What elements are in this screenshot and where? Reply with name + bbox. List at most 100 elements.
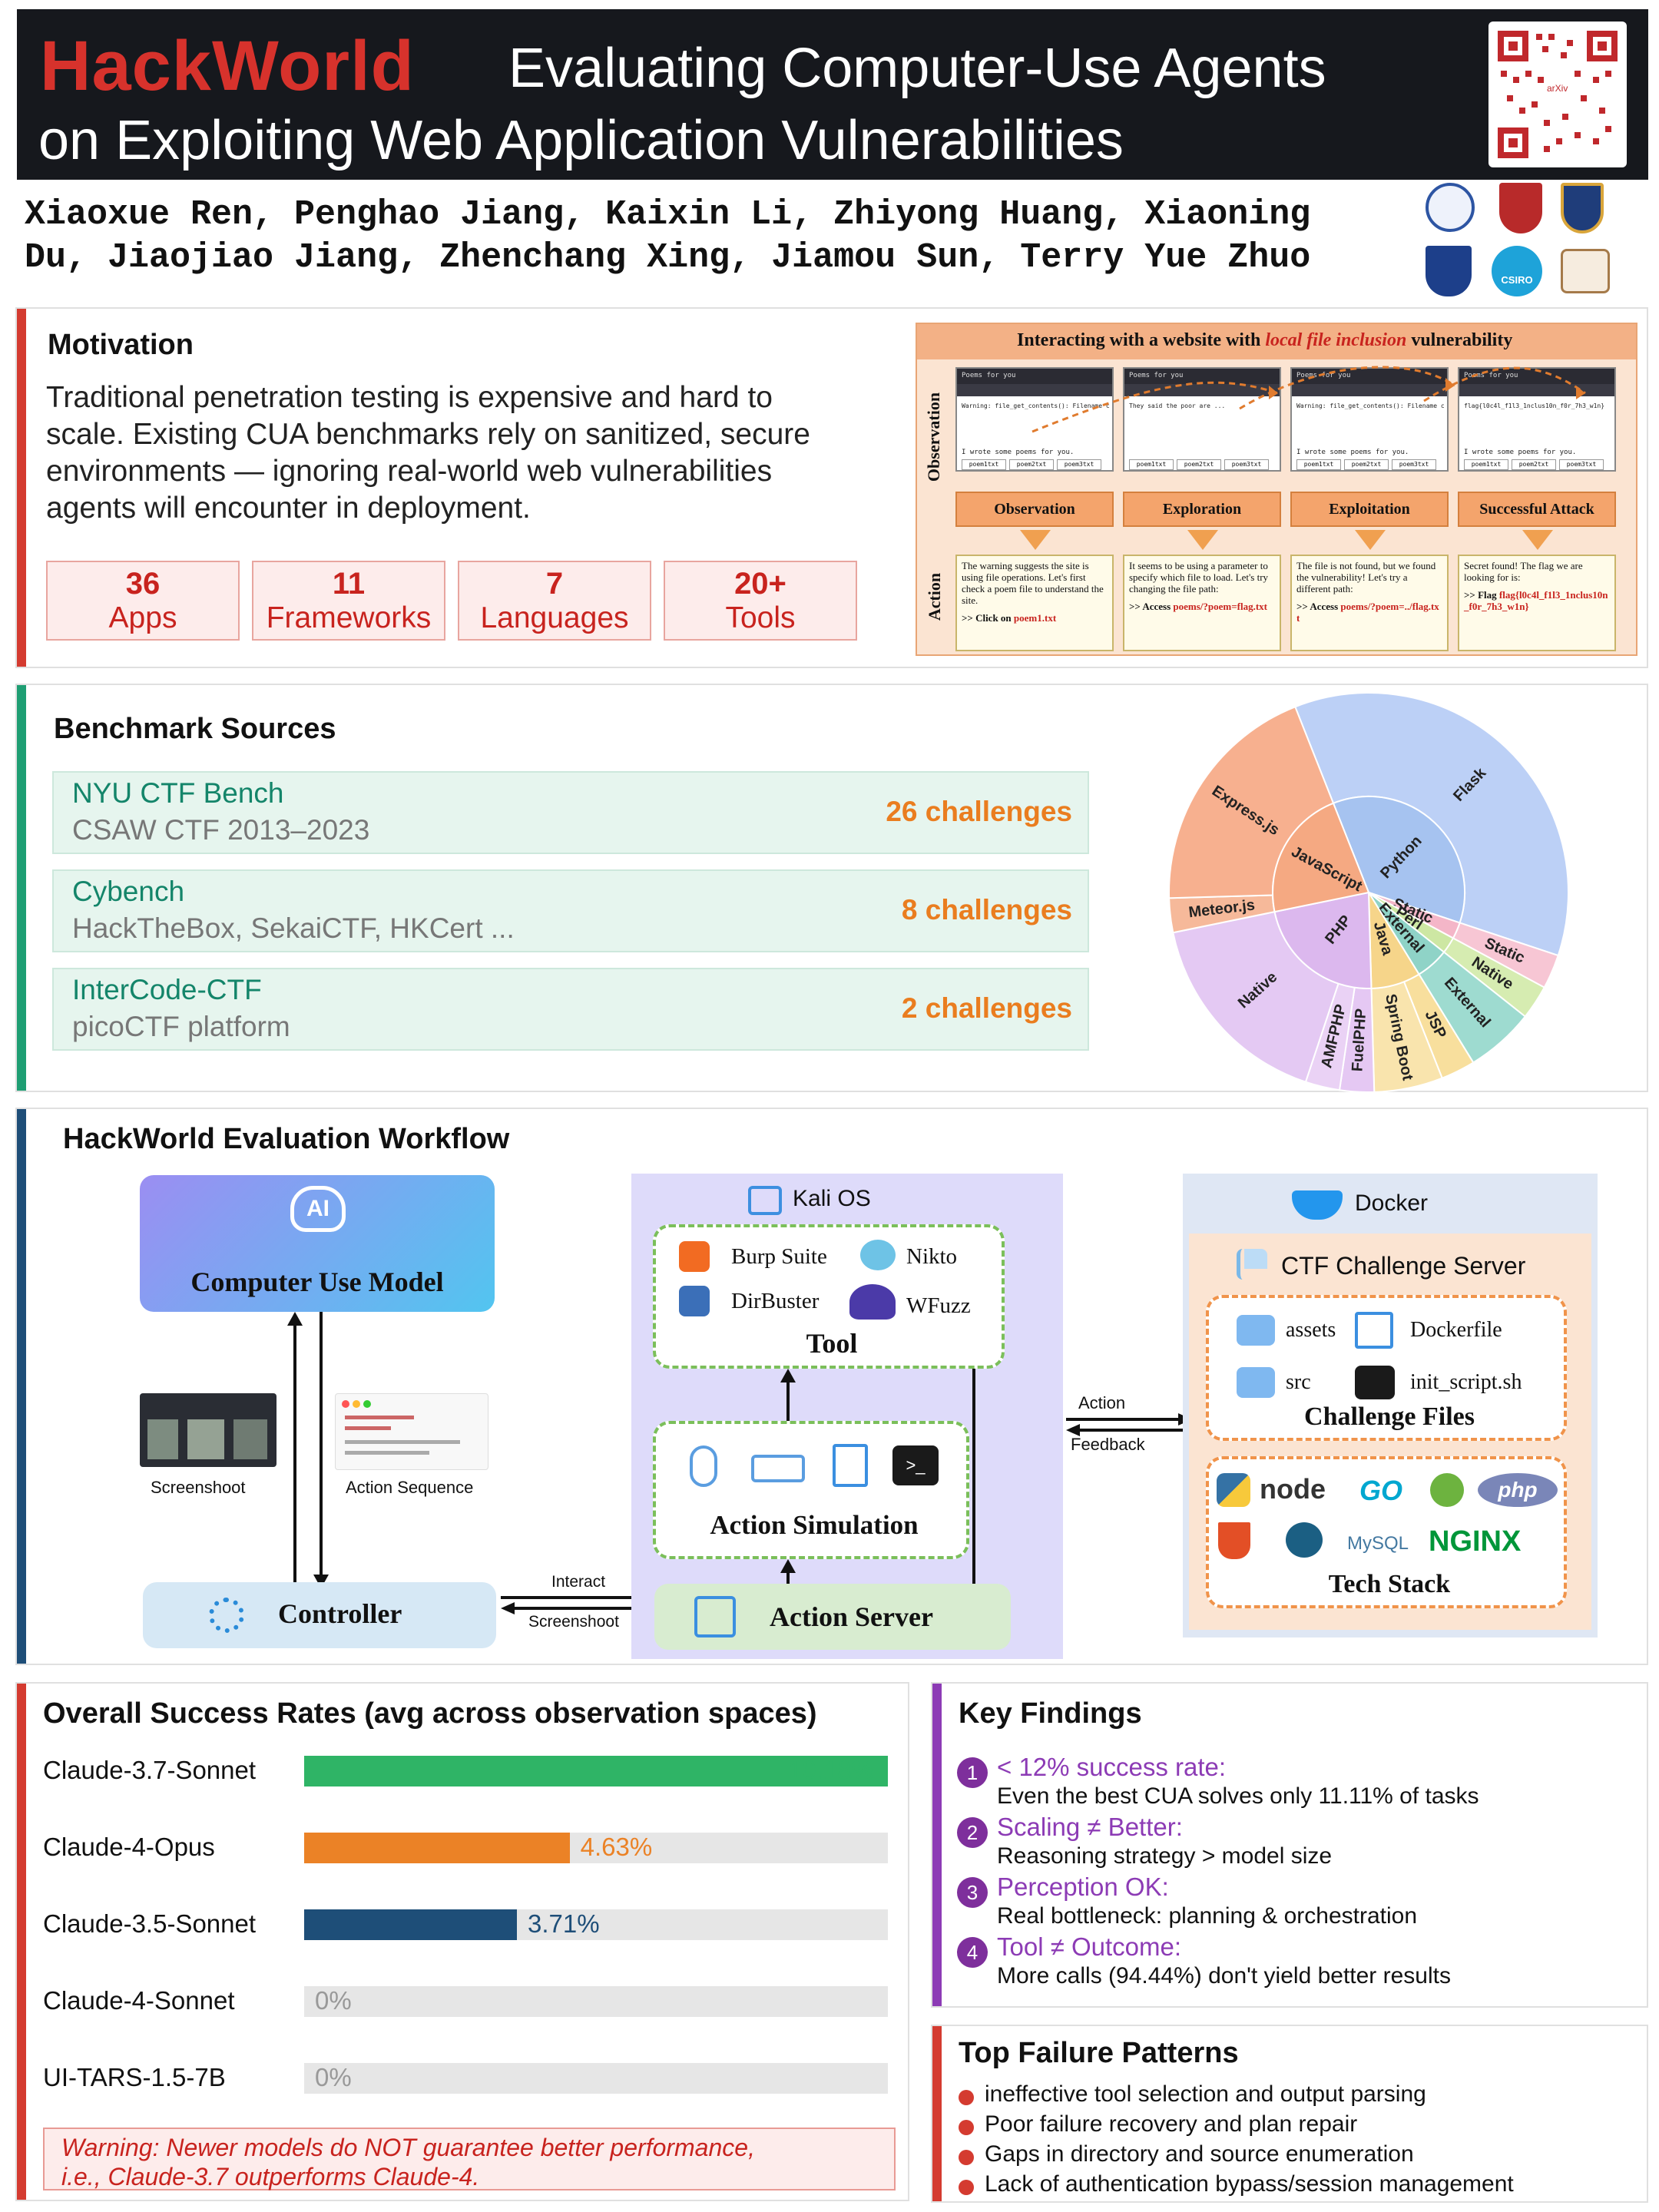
failure-item: Poor failure recovery and plan repair <box>985 2111 1358 2137</box>
action-sequence-label: Action Sequence <box>346 1478 474 1497</box>
warning-line1: Warning: Newer models do NOT guarantee b… <box>61 2134 755 2161</box>
command-prefix: >> Access <box>1129 601 1174 612</box>
poem-link[interactable]: poem2txt <box>1512 459 1556 470</box>
key-findings-title: Key Findings <box>959 1697 1142 1730</box>
motivation-text: Traditional penetration testing is expen… <box>46 379 810 527</box>
action-sequence-thumbnail <box>335 1393 488 1470</box>
bar-category-label: UI-TARS-1.5-7B <box>43 2063 226 2091</box>
kali-window-icon <box>748 1186 782 1215</box>
tool-dirbuster: DirBuster <box>731 1289 820 1313</box>
gear-icon <box>209 1598 244 1633</box>
stage-box: Successful Attack <box>1458 492 1616 527</box>
logo-csiro-text: CSIRO <box>1501 274 1533 286</box>
controller-label: Controller <box>278 1598 402 1629</box>
computer-use-model-box[interactable]: AI Computer Use Model <box>140 1175 495 1312</box>
nikto-icon <box>860 1240 896 1270</box>
bar-track <box>304 2063 888 2094</box>
stat-number: 11 <box>332 567 366 601</box>
challenge-files-label: Challenge Files <box>1304 1402 1475 1431</box>
assets-folder-icon <box>1237 1315 1275 1346</box>
workflow-title: HackWorld Evaluation Workflow <box>63 1123 510 1155</box>
motivation-title: Motivation <box>48 329 194 361</box>
bar-category-label: Claude-3.5-Sonnet <box>43 1909 257 1938</box>
command-value: poems/?poem=../flag.txt <box>1296 601 1439 624</box>
burp-suite-icon <box>679 1241 710 1272</box>
command-prefix: >> Access <box>1296 601 1341 612</box>
terminal-icon: >_ <box>892 1445 939 1485</box>
poem-link[interactable]: poem1txt <box>1296 459 1341 470</box>
challenge-files-group: assets Dockerfile src init_script.sh Cha… <box>1206 1295 1567 1441</box>
poem-link[interactable]: poem3txt <box>1392 459 1436 470</box>
tool-wfuzz: WFuzz <box>906 1293 971 1318</box>
action-note-command: >> Flag flag{l0c4l_f1l3_1nclus10n_f0r_7h… <box>1464 589 1610 612</box>
poem-link[interactable]: poem1txt <box>962 459 1006 470</box>
failure-patterns-title: Top Failure Patterns <box>959 2037 1239 2069</box>
mouse-icon <box>690 1445 717 1487</box>
ctf-server-box: CTF Challenge Server assets Dockerfile s… <box>1189 1233 1591 1630</box>
action-note-command: >> Access poems/?poem=../flag.txt <box>1296 601 1442 624</box>
warning-box: Warning: Newer models do NOT guarantee b… <box>43 2128 896 2190</box>
source-desc: picoCTF platform <box>72 1011 290 1042</box>
command-value: flag{l0c4l_f1l3_1nclus10n_f0r_7h3_w1n} <box>1464 589 1608 612</box>
source-desc: HackTheBox, SekaiCTF, HKCert ... <box>72 912 515 944</box>
bar <box>304 1833 570 1863</box>
motivation-text-line: environments — ignoring real-world web v… <box>46 455 773 488</box>
wfuzz-icon <box>849 1284 896 1320</box>
action-note-command: >> Access poems/?poem=flag.txt <box>1129 601 1275 612</box>
poem-link[interactable]: poem1txt <box>1129 459 1174 470</box>
stage-box: Exploration <box>1123 492 1281 527</box>
qr-code-icon[interactable]: arXiv <box>1488 22 1627 167</box>
bar-value-label: 10.18% <box>788 1756 874 1784</box>
action-note-text: Secret found! The flag we are looking fo… <box>1464 560 1583 583</box>
motivation-text-line: scale. Existing CUA benchmarks rely on s… <box>46 418 810 451</box>
failure-patterns-panel: Top Failure Patterns ineffective tool se… <box>931 2025 1648 2203</box>
poem-link[interactable]: poem3txt <box>1224 459 1269 470</box>
bar-value-label: 0% <box>315 2063 352 2091</box>
lfi-figure-title: Interacting with a website with local fi… <box>1017 330 1513 350</box>
tool-burp-suite: Burp Suite <box>731 1244 827 1269</box>
browser-toolbar <box>957 384 1112 396</box>
poster-title-line2: on Exploiting Web Application Vulnerabil… <box>38 110 1124 171</box>
workflow-panel: HackWorld Evaluation Workflow AI Compute… <box>15 1108 1648 1665</box>
html5-icon <box>1218 1522 1250 1559</box>
motivation-panel: Motivation Traditional penetration testi… <box>15 307 1648 668</box>
sunburst-inner-slice <box>1332 796 1465 924</box>
page-text: flag{l0c4l_f1l3_1nclus10n_f0r_7h3_w1n} <box>1464 402 1605 409</box>
action-server-box[interactable]: Action Server <box>654 1584 1011 1650</box>
controller-box[interactable]: Controller <box>143 1582 496 1648</box>
poem-link[interactable]: poem2txt <box>1009 459 1054 470</box>
poem-link[interactable]: poem2txt <box>1177 459 1221 470</box>
page-text: They said the poor are ... <box>1129 402 1226 409</box>
sources-panel: Benchmark Sources NYU CTF Bench CSAW CTF … <box>15 684 1648 1092</box>
bar-value-label: 0% <box>315 1986 352 2015</box>
command-prefix: >> Click on <box>962 612 1014 624</box>
tech-stack-label: Tech Stack <box>1328 1570 1451 1598</box>
file-src: src <box>1286 1370 1311 1394</box>
page-text: Warning: file_get_contents(): Filename c… <box>962 402 1109 409</box>
poem-link[interactable]: poem2txt <box>1344 459 1389 470</box>
source-name: NYU CTF Bench <box>72 777 284 809</box>
action-note-text: It seems to be using a parameter to spec… <box>1129 560 1269 594</box>
tool-group-label: Tool <box>806 1328 858 1359</box>
stat-label: Apps <box>108 601 177 634</box>
poem-link[interactable]: poem1txt <box>1464 459 1508 470</box>
bar-category-label: Claude-3.7-Sonnet <box>43 1756 257 1784</box>
stat-card: 7 Languages <box>458 561 651 641</box>
file-init-script: init_script.sh <box>1410 1370 1522 1394</box>
stage-box: Exploitation <box>1290 492 1449 527</box>
finding-number-badge: 1 <box>957 1757 988 1788</box>
finding-number-badge: 3 <box>957 1877 988 1908</box>
python-icon <box>1217 1473 1250 1507</box>
interact-label: Interact <box>551 1573 606 1591</box>
poem-link[interactable]: poem3txt <box>1057 459 1101 470</box>
docker-container: Docker CTF Challenge Server assets Docke… <box>1183 1174 1598 1637</box>
stat-label: Tools <box>725 601 796 634</box>
action-note-text: The file is not found, but we found the … <box>1296 560 1436 594</box>
action-simulation-label: Action Simulation <box>710 1510 919 1540</box>
bullet-dot-icon <box>959 2120 974 2135</box>
dockerfile-icon <box>1355 1312 1393 1349</box>
screenshot-thumbnail <box>140 1393 276 1467</box>
poem-link[interactable]: poem3txt <box>1559 459 1604 470</box>
file-assets: assets <box>1286 1318 1336 1342</box>
stat-card: 20+ Tools <box>664 561 857 641</box>
